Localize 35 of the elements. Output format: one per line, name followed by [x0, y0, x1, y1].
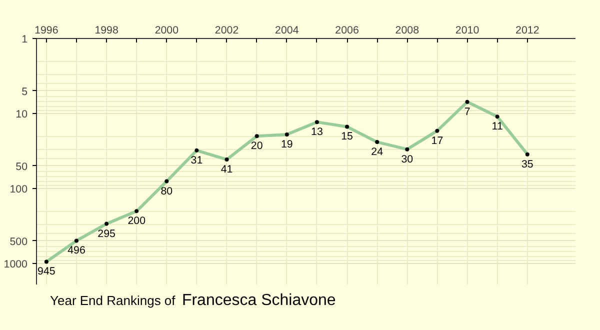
data-label: 13 — [311, 126, 323, 138]
data-label: 20 — [250, 140, 263, 152]
x-tick-label: 2010 — [455, 24, 480, 36]
data-label: 19 — [280, 138, 293, 150]
x-tick-label: 2012 — [516, 24, 540, 36]
x-tick-label: 2002 — [214, 24, 239, 36]
y-tick-label: 10 — [16, 108, 28, 121]
data-label: 31 — [190, 154, 203, 166]
data-label: 200 — [128, 215, 146, 228]
y-tick-label: 1 — [22, 34, 28, 46]
data-label: 295 — [98, 228, 116, 240]
y-tick-label: 5 — [22, 86, 28, 98]
data-label: 11 — [492, 120, 503, 133]
data-label: 80 — [160, 185, 173, 198]
x-tick-label: 1996 — [34, 24, 58, 36]
y-tick-label: 50 — [16, 160, 28, 173]
data-label: 41 — [220, 164, 233, 176]
y-tick-label: 100 — [10, 184, 28, 196]
data-label: 945 — [38, 266, 56, 278]
x-tick-label: 2000 — [154, 24, 179, 36]
x-tick-label: 2008 — [395, 24, 420, 36]
text: Year End Rankings of — [50, 293, 176, 308]
data-label: 17 — [431, 134, 444, 147]
y-tick-label: 500 — [10, 236, 28, 248]
data-label: 15 — [341, 130, 354, 143]
data-label: 35 — [521, 158, 534, 170]
data-label: 30 — [401, 153, 414, 166]
x-tick-label: 2006 — [335, 24, 359, 36]
x-tick-label: 1998 — [94, 24, 118, 36]
data-label: 496 — [68, 244, 86, 257]
text: Francesca Schiavone — [182, 292, 336, 309]
x-tick-label: 2004 — [275, 24, 299, 36]
data-label: 7 — [464, 106, 470, 118]
data-label: 24 — [371, 146, 384, 158]
y-tick-label: 1000 — [4, 258, 28, 271]
